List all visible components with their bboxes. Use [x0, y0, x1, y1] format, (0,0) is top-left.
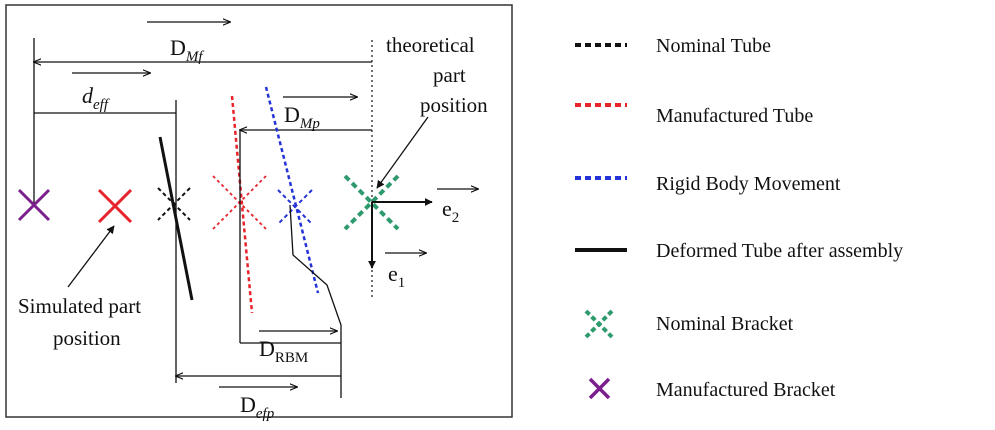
legend-item-manufactured-tube: Manufactured Tube — [575, 103, 813, 127]
defp-label: Defp — [240, 392, 275, 422]
diagram-frame — [5, 4, 513, 418]
legend-label-nominal-bracket: Nominal Bracket — [656, 313, 794, 335]
manufactured-bracket-marker — [17, 188, 51, 222]
theoretical-label-3: position — [420, 93, 488, 117]
legend-item-manufactured-bracket: Manufactured Bracket — [588, 377, 836, 401]
legend-label-manufactured-tube: Manufactured Tube — [656, 105, 813, 127]
dmf-label: DMf — [170, 35, 204, 65]
e2-label: e2 — [442, 196, 459, 226]
legend-symbol-manufactured-bracket — [588, 377, 611, 400]
rigid-body-marker — [277, 189, 313, 225]
legend-item-nominal-bracket: Nominal Bracket — [584, 309, 794, 339]
legend-label-nominal-tube: Nominal Tube — [656, 35, 771, 57]
simulated-label-1: Simulated part — [18, 294, 141, 318]
legend-item-deformed-tube: Deformed Tube after assembly — [575, 240, 903, 262]
nominal-bracket-marker — [343, 174, 400, 231]
theoretical-pointer — [376, 116, 429, 189]
legend-item-rigid-body: Rigid Body Movement — [575, 173, 841, 195]
simulated-label-2: position — [53, 326, 121, 350]
rigid-body-line — [264, 86, 320, 294]
simulated-position-marker — [97, 188, 133, 224]
legend-label-rigid-body: Rigid Body Movement — [656, 173, 841, 195]
deformed-path-line — [289, 204, 342, 398]
legend: Nominal Tube Manufactured Tube Rigid Bod… — [575, 35, 903, 401]
deff-label: deff — [82, 83, 110, 113]
drbm-label: DRBM — [259, 336, 308, 366]
e1-label: e1 — [388, 261, 405, 291]
theoretical-label-1: theoretical — [386, 33, 475, 57]
legend-label-deformed-tube: Deformed Tube after assembly — [656, 240, 903, 262]
legend-item-nominal-tube: Nominal Tube — [575, 35, 771, 57]
legend-symbol-nominal-bracket — [584, 309, 614, 339]
legend-label-manufactured-bracket: Manufactured Bracket — [656, 379, 836, 401]
theoretical-label-2: part — [433, 63, 466, 87]
manufactured-tube-line — [230, 95, 254, 314]
deformed-tube-line — [158, 136, 194, 301]
simulated-pointer — [67, 225, 115, 288]
dmp-label: DMp — [284, 102, 320, 132]
